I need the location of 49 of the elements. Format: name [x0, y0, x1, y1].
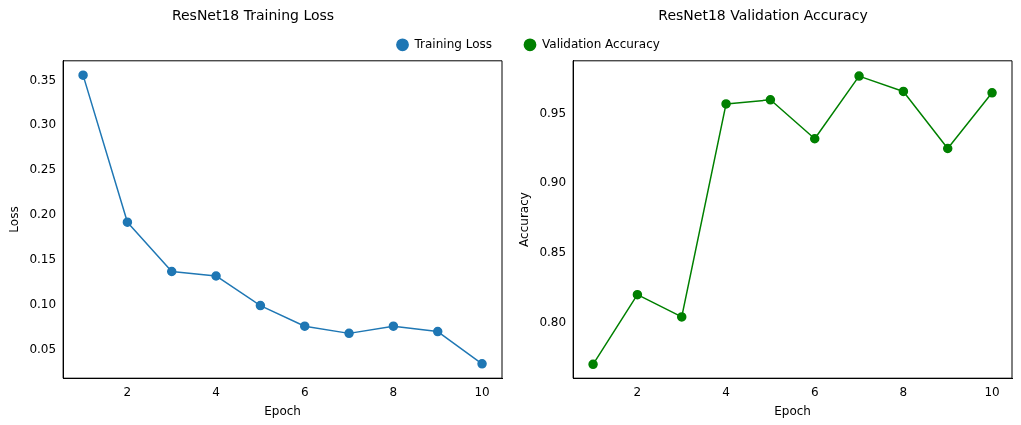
point — [721, 99, 731, 109]
x-tick-label: 6 — [810, 384, 819, 399]
point — [765, 95, 776, 105]
point — [211, 271, 221, 281]
point — [854, 71, 864, 81]
point — [344, 328, 354, 339]
point — [477, 359, 487, 369]
point — [388, 321, 399, 331]
x-tick-label: 8 — [899, 384, 908, 399]
y-tick-label: 0.20 — [29, 207, 57, 222]
chart-title: ResNet18 Validation Accuracy — [658, 7, 868, 24]
y-tick-label: 0.35 — [29, 72, 57, 87]
y-tick-label: 0.85 — [539, 245, 567, 260]
point — [299, 321, 310, 331]
y-tick-label: 0.30 — [29, 117, 57, 132]
point — [898, 86, 909, 97]
point — [78, 70, 88, 80]
point — [809, 134, 820, 144]
point — [166, 266, 177, 277]
x-tick-label: 4 — [212, 384, 220, 399]
x-tick-label: 2 — [633, 384, 642, 399]
y-tick-label: 0.10 — [29, 296, 57, 311]
y-tick-label: 0.80 — [539, 314, 567, 329]
y-tick-label: 0.95 — [539, 105, 567, 120]
y-axis-title: Accuracy — [517, 192, 532, 247]
y-tick-label: 0.05 — [29, 341, 57, 356]
y-tick-label: 0.15 — [29, 251, 57, 266]
point — [942, 143, 953, 154]
legend-label: Validation Accuracy — [542, 36, 660, 51]
x-tick-label: 10 — [984, 384, 1000, 399]
point — [255, 300, 266, 311]
point — [987, 88, 997, 98]
legend-label: Training Loss — [413, 36, 492, 51]
x-tick-label: 4 — [722, 384, 730, 399]
x-axis-title: Epoch — [774, 403, 811, 418]
y-axis-title: Loss — [7, 206, 22, 233]
point — [632, 289, 643, 300]
chart-title: ResNet18 Training Loss — [171, 7, 335, 24]
x-axis-title: Epoch — [264, 403, 301, 418]
point — [122, 217, 133, 227]
y-tick-label: 0.90 — [539, 175, 567, 190]
x-tick-label: 2 — [123, 384, 132, 399]
x-tick-label: 10 — [474, 384, 490, 399]
point — [588, 359, 598, 370]
x-tick-label: 6 — [300, 384, 309, 399]
y-tick-label: 0.25 — [29, 162, 57, 177]
x-tick-label: 8 — [389, 384, 398, 399]
point — [432, 326, 443, 337]
point — [676, 312, 687, 322]
